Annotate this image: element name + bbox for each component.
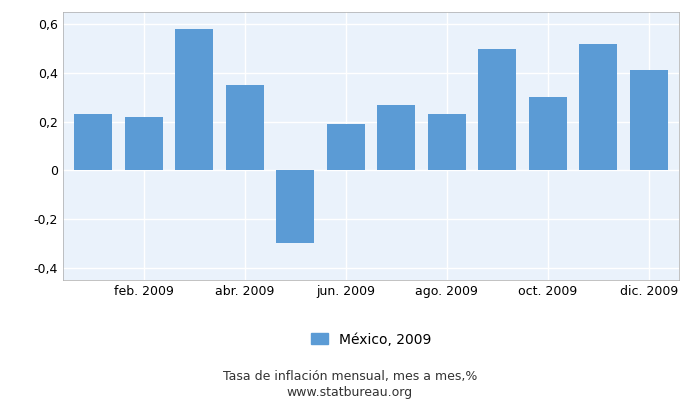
Bar — [528, 97, 567, 170]
Bar — [428, 114, 466, 170]
Bar — [125, 117, 162, 170]
Bar — [276, 170, 314, 244]
Bar — [580, 44, 617, 170]
Bar — [478, 48, 516, 170]
Bar — [630, 70, 668, 170]
Bar — [74, 114, 112, 170]
Text: www.statbureau.org: www.statbureau.org — [287, 386, 413, 399]
Text: Tasa de inflación mensual, mes a mes,%: Tasa de inflación mensual, mes a mes,% — [223, 370, 477, 383]
Bar — [327, 124, 365, 170]
Bar — [175, 29, 214, 170]
Bar — [226, 85, 264, 170]
Legend: México, 2009: México, 2009 — [311, 332, 431, 346]
Bar — [377, 104, 415, 170]
